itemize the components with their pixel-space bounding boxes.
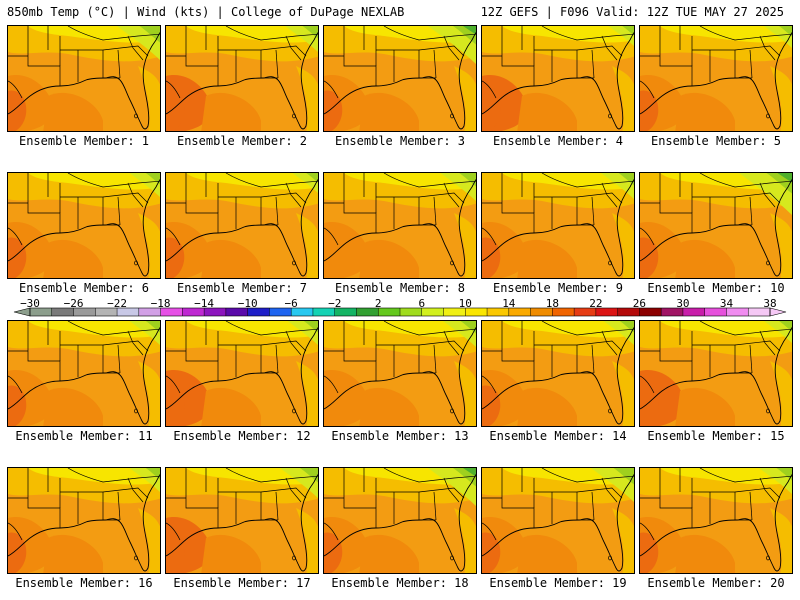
ensemble-member-label: Ensemble Member: 8 xyxy=(334,281,466,295)
ensemble-member-label: Ensemble Member: 13 xyxy=(331,429,469,443)
colorbar-tick-label: −18 xyxy=(150,297,171,310)
colorbar-segment xyxy=(204,308,227,316)
colorbar-segment xyxy=(682,308,706,316)
colorbar-tick-label: −26 xyxy=(63,297,84,310)
colorbar-segment xyxy=(160,308,183,316)
colorbar-segment xyxy=(291,308,314,316)
ensemble-member-label: Ensemble Member: 18 xyxy=(331,576,469,590)
ensemble-map-panel xyxy=(639,467,793,574)
colorbar-segment xyxy=(465,308,488,316)
colorbar-tick-label: 18 xyxy=(545,297,559,310)
model-run-valid-time: 12Z GEFS | F096 Valid: 12Z TUE MAY 27 20… xyxy=(480,5,784,19)
ensemble-member-label: Ensemble Member: 1 xyxy=(18,134,150,148)
ensemble-map-panel xyxy=(639,25,793,132)
colorbar-segment xyxy=(639,308,662,316)
ensemble-member-label: Ensemble Member: 19 xyxy=(489,576,627,590)
ensemble-member-label: Ensemble Member: 4 xyxy=(492,134,624,148)
colorbar-segment xyxy=(138,308,161,316)
ensemble-member-label: Ensemble Member: 12 xyxy=(173,429,311,443)
ensemble-member-label: Ensemble Member: 7 xyxy=(176,281,308,295)
ensemble-map-panel xyxy=(165,172,319,279)
colorbar-segment xyxy=(247,308,270,316)
colorbar-tick-label: −10 xyxy=(237,297,258,310)
ensemble-map-panel xyxy=(165,25,319,132)
ensemble-member-label: Ensemble Member: 3 xyxy=(334,134,466,148)
ensemble-map-panel xyxy=(165,467,319,574)
ensemble-map-panel xyxy=(481,172,635,279)
ensemble-map-panel xyxy=(7,467,161,574)
colorbar-segment xyxy=(312,308,336,316)
ensemble-map-panel xyxy=(323,320,477,427)
ensemble-member-label: Ensemble Member: 10 xyxy=(647,281,785,295)
map-title: 850mb Temp (°C) | Wind (kts) | College o… xyxy=(7,5,405,19)
colorbar-tick-label: 38 xyxy=(763,297,777,310)
ensemble-map-panel xyxy=(481,320,635,427)
colorbar-segment xyxy=(487,308,510,316)
colorbar-segment xyxy=(73,308,96,316)
ensemble-member-label: Ensemble Member: 5 xyxy=(650,134,782,148)
ensemble-map-panel xyxy=(639,320,793,427)
colorbar-segment xyxy=(400,308,423,316)
colorbar-segment xyxy=(225,308,248,316)
colorbar-segment xyxy=(574,308,597,316)
ensemble-map-panel xyxy=(481,467,635,574)
colorbar-segment xyxy=(334,308,357,316)
colorbar-segment xyxy=(443,308,466,316)
ensemble-member-label: Ensemble Member: 20 xyxy=(647,576,785,590)
colorbar-segment xyxy=(748,308,771,316)
ensemble-map-panel xyxy=(165,320,319,427)
temperature-colorbar xyxy=(13,307,787,317)
colorbar-segment xyxy=(95,308,118,316)
ensemble-member-label: Ensemble Member: 11 xyxy=(15,429,153,443)
ensemble-member-label: Ensemble Member: 2 xyxy=(176,134,308,148)
ensemble-map-panel xyxy=(639,172,793,279)
colorbar-segment xyxy=(51,308,74,316)
colorbar-segment xyxy=(421,308,444,316)
colorbar-tick-label: 2 xyxy=(374,297,382,310)
colorbar-tick-label: 26 xyxy=(632,297,647,310)
ensemble-map-panel xyxy=(323,467,477,574)
colorbar-tick-label: −22 xyxy=(107,297,127,310)
colorbar-segment xyxy=(726,308,749,316)
colorbar-segment xyxy=(269,308,292,316)
colorbar-segment xyxy=(530,308,553,316)
colorbar-segment xyxy=(117,308,140,316)
ensemble-member-label: Ensemble Member: 16 xyxy=(15,576,153,590)
colorbar-segment xyxy=(508,308,531,316)
colorbar-segment xyxy=(704,308,727,316)
ensemble-map-panel xyxy=(7,320,161,427)
ensemble-member-label: Ensemble Member: 14 xyxy=(489,429,627,443)
colorbar-segment xyxy=(661,308,684,316)
ensemble-map-panel xyxy=(323,172,477,279)
ensemble-map-panel xyxy=(7,172,161,279)
colorbar-tick-label: −14 xyxy=(194,297,215,310)
colorbar-tick-label: 10 xyxy=(458,297,472,310)
ensemble-member-label: Ensemble Member: 15 xyxy=(647,429,785,443)
colorbar-tick-label: −6 xyxy=(284,297,298,310)
colorbar-segment xyxy=(356,308,379,316)
colorbar-segment xyxy=(182,308,205,316)
colorbar-segment xyxy=(595,308,618,316)
colorbar-tick-label: 22 xyxy=(589,297,603,310)
colorbar-tick-label: 14 xyxy=(502,297,516,310)
ensemble-map-panel xyxy=(323,25,477,132)
ensemble-member-label: Ensemble Member: 17 xyxy=(173,576,311,590)
colorbar-segment xyxy=(30,308,53,316)
colorbar-segment xyxy=(552,308,575,316)
colorbar-segment xyxy=(617,308,640,316)
colorbar-tick-label: 6 xyxy=(418,297,426,310)
colorbar-tick-label: 34 xyxy=(719,297,734,310)
colorbar-tick-label: −2 xyxy=(328,297,342,310)
colorbar-tick-label: 30 xyxy=(676,297,690,310)
colorbar-segment xyxy=(378,308,401,316)
ensemble-map-panel xyxy=(7,25,161,132)
ensemble-member-label: Ensemble Member: 9 xyxy=(492,281,624,295)
ensemble-map-panel xyxy=(481,25,635,132)
ensemble-member-label: Ensemble Member: 6 xyxy=(18,281,150,295)
colorbar-tick-label: −30 xyxy=(20,297,40,310)
